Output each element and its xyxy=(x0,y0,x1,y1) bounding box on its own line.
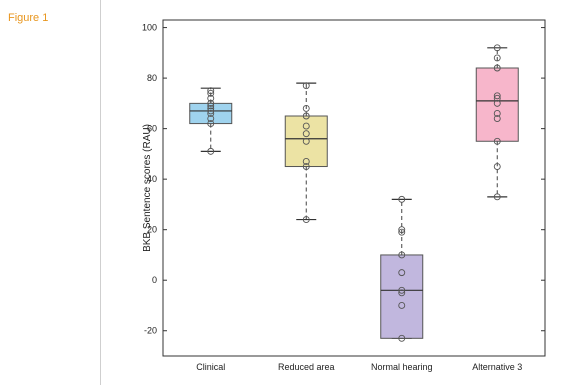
data-point xyxy=(493,64,501,72)
y-tick-label: 0 xyxy=(152,275,157,285)
data-point xyxy=(302,112,310,120)
y-tick-label: 20 xyxy=(147,225,157,235)
data-point xyxy=(398,195,406,203)
data-point xyxy=(398,302,406,309)
data-point xyxy=(207,115,215,122)
box-1 xyxy=(189,102,233,125)
data-point xyxy=(302,158,310,165)
data-point xyxy=(493,54,501,62)
data-point xyxy=(302,122,310,130)
data-point xyxy=(398,289,406,297)
data-point xyxy=(493,193,501,201)
data-point xyxy=(398,251,406,259)
data-point xyxy=(302,82,310,90)
y-tick-label: -20 xyxy=(144,326,157,336)
data-point xyxy=(207,104,215,112)
data-point xyxy=(302,216,310,224)
data-point xyxy=(302,104,310,112)
data-point xyxy=(493,94,501,102)
data-point xyxy=(398,228,406,236)
data-point xyxy=(398,286,406,294)
data-point xyxy=(493,92,501,100)
y-tick-label: 80 xyxy=(147,73,157,83)
y-tick-label: 100 xyxy=(142,23,157,33)
data-point xyxy=(493,163,501,170)
data-point xyxy=(493,99,501,107)
x-tick-label: Alternative 3 xyxy=(472,362,522,372)
data-point xyxy=(302,130,310,138)
figure-left-border xyxy=(100,0,101,385)
data-point xyxy=(493,110,501,117)
y-tick-label: 40 xyxy=(147,174,157,184)
box-3 xyxy=(380,254,424,339)
x-tick-label: Reduced area xyxy=(278,362,335,372)
data-point xyxy=(207,102,215,110)
y-tick-label: 60 xyxy=(147,124,157,134)
data-point xyxy=(493,115,501,122)
data-point xyxy=(207,110,215,117)
box-4 xyxy=(475,67,519,142)
box-2 xyxy=(284,115,328,168)
x-tick-label: Clinical xyxy=(196,362,225,372)
data-point xyxy=(207,107,215,115)
data-point xyxy=(207,89,215,97)
data-point xyxy=(302,163,310,170)
data-point xyxy=(207,120,215,128)
x-tick-label: Normal hearing xyxy=(371,362,433,372)
data-point xyxy=(398,269,406,277)
data-point xyxy=(493,137,501,145)
figure-label: Figure 1 xyxy=(8,12,49,24)
data-point xyxy=(398,334,406,342)
data-point xyxy=(302,137,310,145)
data-point xyxy=(207,87,215,95)
data-point xyxy=(493,44,501,52)
data-point xyxy=(398,226,406,234)
data-point xyxy=(207,94,215,102)
data-point xyxy=(207,99,215,107)
data-point xyxy=(207,147,215,155)
y-axis-label: BKB Sentence scores (RAU) xyxy=(142,124,153,252)
